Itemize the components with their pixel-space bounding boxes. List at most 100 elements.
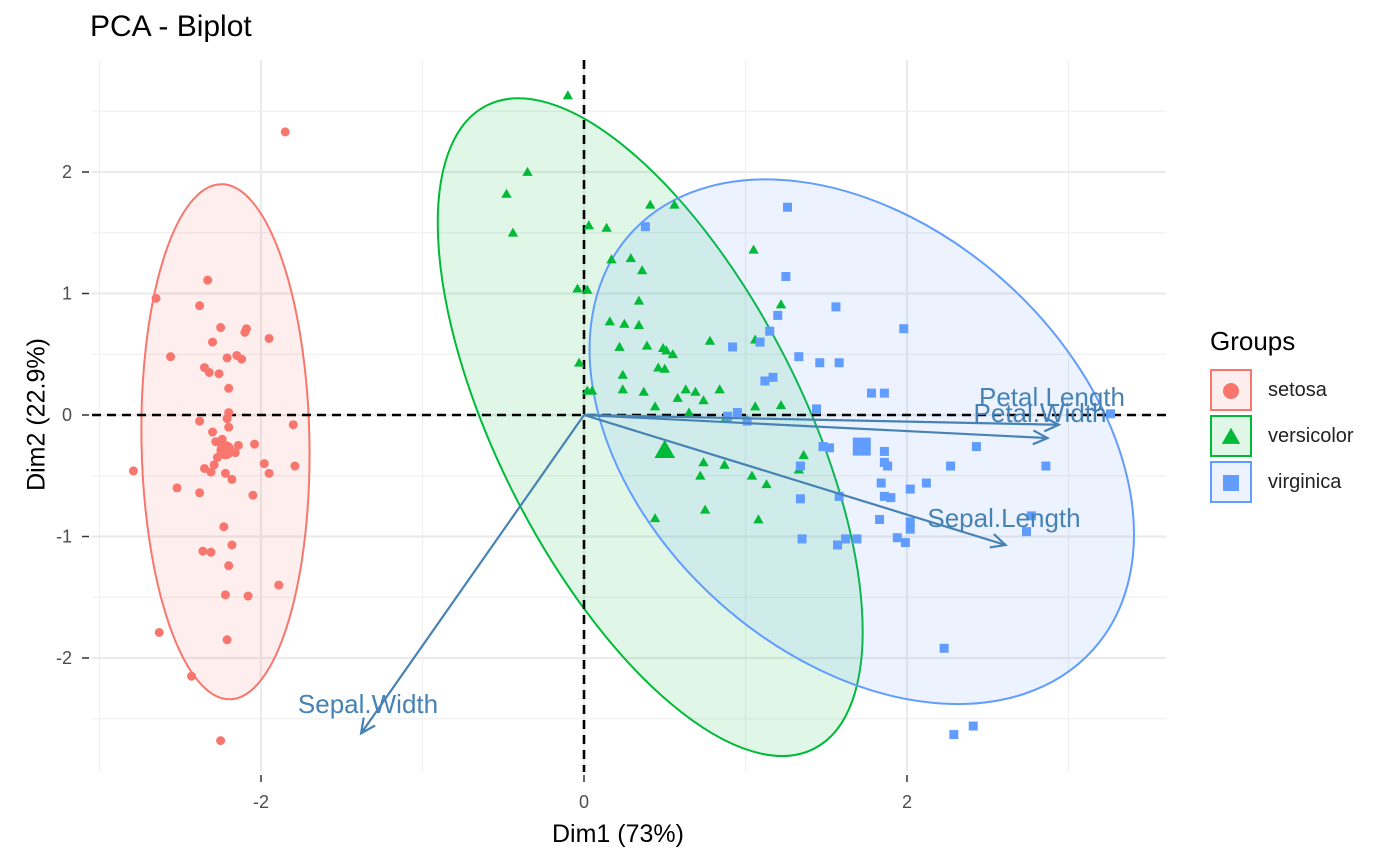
data-point-versicolor [583, 220, 595, 230]
data-point-virginica [946, 461, 956, 471]
data-point-virginica [866, 388, 876, 398]
data-point-versicolor [586, 385, 598, 395]
data-point-setosa [274, 580, 284, 590]
data-point-versicolor [798, 449, 809, 459]
data-point-virginica [773, 310, 783, 320]
data-point-versicolor [704, 335, 716, 345]
data-point-versicolor [775, 400, 787, 410]
x-tick-label: -2 [253, 792, 269, 812]
y-tick-label: 2 [62, 162, 72, 182]
data-point-virginica [765, 326, 775, 336]
data-point-versicolor [680, 384, 691, 394]
data-point-setosa [233, 440, 243, 450]
data-point-setosa [198, 546, 208, 556]
data-point-setosa [240, 327, 250, 337]
data-point-setosa [206, 547, 216, 557]
x-axis-title: Dim1 (73%) [552, 820, 684, 848]
data-point-versicolor [719, 459, 730, 469]
data-point-versicolor [659, 363, 670, 373]
data-point-versicolor [601, 222, 612, 232]
legend-item-versicolor: versicolor [1210, 413, 1354, 459]
data-point-setosa [290, 461, 300, 471]
data-point-virginica [824, 443, 834, 453]
confidence-ellipse-versicolor [436, 97, 864, 757]
data-point-virginica [640, 222, 650, 232]
point-layer [128, 90, 1115, 746]
data-point-setosa [209, 460, 219, 470]
legend-item-setosa: setosa [1210, 367, 1354, 413]
data-point-virginica [797, 534, 807, 544]
data-point-versicolor [573, 357, 585, 367]
arrow-label: Sepal.Length [927, 503, 1080, 533]
data-point-versicolor [746, 470, 758, 480]
data-point-setosa [216, 736, 226, 746]
loading-arrow-head [359, 717, 376, 736]
data-point-setosa [203, 275, 213, 285]
data-point-virginica [939, 643, 949, 653]
data-point-setosa [214, 369, 224, 379]
data-point-virginica [795, 494, 805, 504]
data-point-setosa [195, 488, 205, 498]
data-point-versicolor [636, 265, 648, 275]
data-point-virginica [795, 461, 805, 471]
data-point-versicolor [522, 166, 533, 176]
data-point-versicolor [633, 295, 645, 305]
data-point-setosa [216, 323, 226, 333]
data-point-versicolor [649, 513, 661, 523]
data-point-versicolor [698, 395, 709, 405]
data-point-virginica [742, 416, 752, 426]
data-point-setosa [224, 383, 234, 393]
data-point-versicolor [617, 369, 628, 379]
data-point-setosa [250, 439, 260, 449]
data-point-versicolor [669, 199, 680, 209]
data-point-virginica [879, 388, 889, 398]
group-centroid-setosa [216, 441, 235, 460]
legend-symbol [1221, 427, 1241, 444]
x-tick-label: 0 [579, 792, 589, 812]
legend-label: setosa [1268, 378, 1327, 401]
data-point-setosa [288, 420, 298, 430]
data-point-setosa [172, 483, 182, 493]
tick-layer: -2 0 2 -2 -1 0 1 2 [56, 162, 912, 812]
data-point-virginica [781, 271, 791, 281]
x-tick-label: 2 [902, 792, 912, 812]
data-point-setosa [220, 468, 230, 478]
data-point-setosa [224, 561, 234, 571]
data-point-virginica [831, 302, 841, 312]
data-point-versicolor [606, 254, 617, 264]
data-point-virginica [815, 358, 825, 368]
arrow-label: Sepal.Width [298, 689, 438, 719]
reference-lines [92, 60, 1166, 772]
data-point-versicolor [501, 188, 512, 198]
data-point-virginica [905, 484, 915, 494]
data-point-setosa [154, 627, 164, 637]
data-point-versicolor [582, 284, 593, 294]
data-point-setosa [195, 416, 205, 426]
data-point-setosa [151, 293, 161, 303]
data-point-versicolor [604, 316, 616, 326]
data-point-versicolor [750, 401, 761, 411]
data-point-setosa [280, 127, 290, 137]
data-point-versicolor [562, 90, 574, 100]
y-tick-label: -2 [56, 648, 72, 668]
arrow-label: Petal.Length [979, 382, 1125, 412]
data-point-virginica [834, 358, 844, 368]
data-point-versicolor [614, 341, 625, 351]
data-point-versicolor [649, 401, 661, 411]
data-point-versicolor [645, 199, 656, 209]
data-point-setosa [227, 540, 237, 550]
data-point-versicolor [672, 392, 683, 402]
group-centroid-virginica [852, 437, 871, 456]
data-point-versicolor [695, 470, 706, 480]
data-point-versicolor [748, 244, 759, 254]
arrow-label: Petal.Width [974, 398, 1107, 428]
data-point-versicolor [638, 386, 649, 396]
data-point-virginica [768, 372, 778, 382]
data-point-versicolor [699, 504, 711, 514]
data-point-setosa [222, 635, 232, 645]
legend-title: Groups [1210, 326, 1296, 356]
data-point-virginica [892, 533, 902, 543]
legend-label: versicolor [1268, 424, 1354, 447]
